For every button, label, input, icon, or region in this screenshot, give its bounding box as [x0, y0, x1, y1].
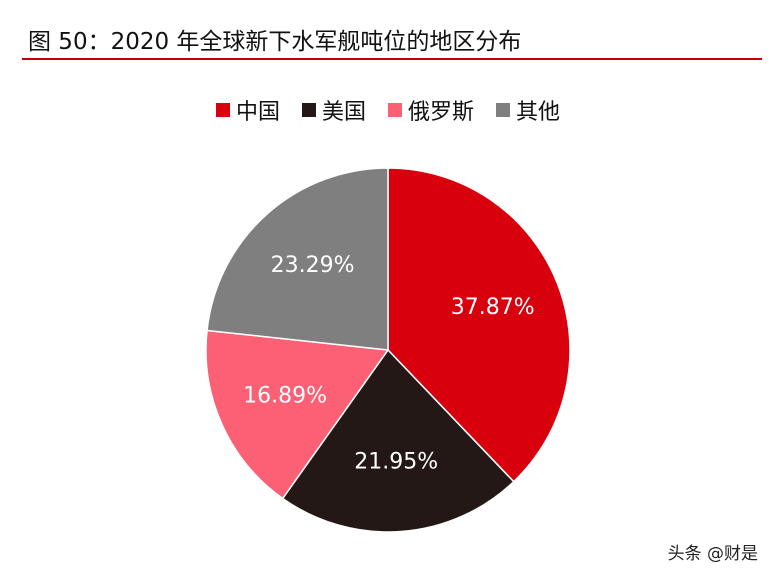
legend-label-china: 中国	[235, 100, 280, 125]
legend-item-china: 中国	[215, 94, 280, 126]
legend-swatch-usa	[301, 103, 316, 117]
chart-title: 图 50：2020 年全球新下水军舰吨位的地区分布	[28, 29, 522, 55]
pie-slice-usa	[281, 348, 515, 533]
data-label-usa: 21.95%	[354, 450, 438, 475]
legend-label-other: 其他	[516, 100, 561, 125]
data-label-china: 37.87%	[451, 295, 535, 320]
title-divider	[22, 58, 762, 60]
legend-label-russia: 俄罗斯	[408, 100, 475, 125]
pie-slice-russia	[205, 329, 390, 500]
pie-slice-other	[206, 167, 389, 351]
watermark: 头条 @财是	[667, 544, 758, 564]
pie-slice-china	[387, 167, 571, 483]
chart-legend: 中国 美国 俄罗斯 其他	[0, 94, 776, 126]
legend-item-other: 其他	[496, 94, 560, 126]
legend-swatch-russia	[388, 103, 402, 117]
legend-label-usa: 美国	[321, 100, 366, 125]
legend-swatch-china	[215, 103, 230, 117]
legend-swatch-other	[496, 103, 511, 117]
legend-item-usa: 美国	[301, 94, 366, 126]
data-label-russia: 16.89%	[243, 383, 327, 408]
legend-item-russia: 俄罗斯	[388, 94, 474, 126]
data-label-other: 23.29%	[271, 253, 355, 278]
